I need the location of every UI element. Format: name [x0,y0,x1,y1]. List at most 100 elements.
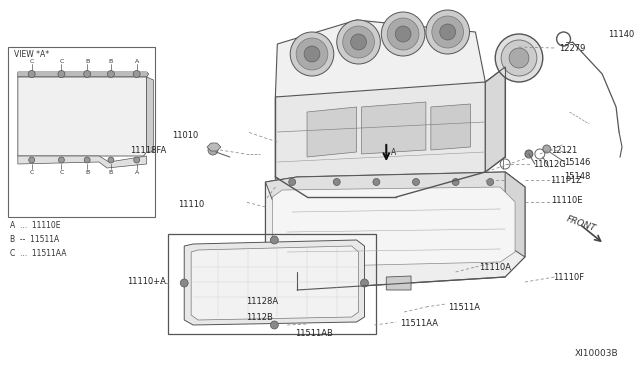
Text: XI10003B: XI10003B [575,350,618,359]
Circle shape [134,157,140,163]
Polygon shape [266,172,525,200]
Polygon shape [485,67,505,172]
Circle shape [180,279,188,287]
Text: 11110: 11110 [178,199,204,208]
Text: 15148: 15148 [564,171,591,180]
Text: 11511AA: 11511AA [400,320,438,328]
Polygon shape [387,276,411,290]
Polygon shape [362,102,426,154]
Circle shape [487,179,493,186]
Polygon shape [275,172,485,204]
Circle shape [289,191,295,197]
Text: 11511AB: 11511AB [295,330,333,339]
Text: 11110E: 11110E [550,196,582,205]
Circle shape [84,71,91,77]
Circle shape [509,48,529,68]
Polygon shape [18,156,147,168]
Text: 12279: 12279 [559,44,585,52]
Text: C: C [29,170,34,174]
Bar [18,72,147,76]
Circle shape [296,38,328,70]
Circle shape [423,191,429,197]
Polygon shape [18,77,147,156]
Polygon shape [18,72,148,77]
Circle shape [333,179,340,186]
Text: B  --  11511A: B -- 11511A [10,234,59,244]
Circle shape [304,46,320,62]
Text: 11110+A: 11110+A [127,278,166,286]
Circle shape [495,34,543,82]
Circle shape [342,26,374,58]
Circle shape [270,236,278,244]
Polygon shape [275,82,485,197]
Text: 11511A: 11511A [448,304,480,312]
Circle shape [501,40,537,76]
Text: B: B [109,58,113,64]
Circle shape [133,71,140,77]
Circle shape [84,157,90,163]
Text: 11110F: 11110F [553,273,584,282]
Text: 15146: 15146 [564,157,591,167]
Text: B: B [85,58,90,64]
Polygon shape [275,20,485,110]
Circle shape [413,179,419,186]
Text: B: B [85,170,90,174]
Text: 12121: 12121 [550,145,577,154]
Polygon shape [273,187,515,267]
Polygon shape [266,172,525,290]
Text: C: C [60,170,63,174]
Text: 11118FA: 11118FA [130,145,166,154]
Circle shape [270,321,278,329]
Text: A  ...  11110E: A ... 11110E [10,221,60,230]
Circle shape [452,179,459,186]
Text: A: A [134,58,139,64]
Text: C: C [29,58,34,64]
Text: 1112B: 1112B [246,312,273,321]
Circle shape [387,18,419,50]
Circle shape [337,20,380,64]
Text: 111P1Z: 111P1Z [550,176,582,185]
Text: 11110A: 11110A [479,263,511,272]
Circle shape [395,26,411,42]
Text: A: A [391,148,397,157]
Circle shape [467,191,474,197]
Circle shape [29,157,35,163]
Circle shape [360,279,369,287]
Bar [8,47,154,217]
Circle shape [58,71,65,77]
Text: VIEW *A*: VIEW *A* [14,49,49,58]
Circle shape [378,191,384,197]
Text: A: A [134,170,139,174]
Circle shape [373,179,380,186]
Polygon shape [191,246,358,320]
Circle shape [28,71,35,77]
Text: 11010: 11010 [172,131,198,140]
Circle shape [543,145,550,153]
Circle shape [208,145,218,155]
Polygon shape [147,77,154,152]
Polygon shape [431,104,470,150]
Polygon shape [207,143,221,151]
Text: FRONT: FRONT [564,215,596,234]
Text: C  ...  11511AA: C ... 11511AA [10,248,67,257]
Circle shape [440,24,456,40]
Circle shape [290,32,334,76]
Circle shape [426,10,470,54]
Text: 11140: 11140 [608,29,634,38]
Circle shape [289,179,296,186]
Bar [168,234,376,334]
Circle shape [108,71,115,77]
Polygon shape [307,107,356,157]
Polygon shape [505,172,525,257]
Circle shape [432,16,463,48]
Circle shape [381,12,425,56]
Text: 11128A: 11128A [246,298,278,307]
Text: C: C [60,58,63,64]
Circle shape [525,150,533,158]
Circle shape [351,34,367,50]
Circle shape [58,157,65,163]
Text: 11012G: 11012G [533,160,566,169]
Polygon shape [184,240,365,325]
Circle shape [108,157,114,163]
Text: B: B [109,170,113,174]
